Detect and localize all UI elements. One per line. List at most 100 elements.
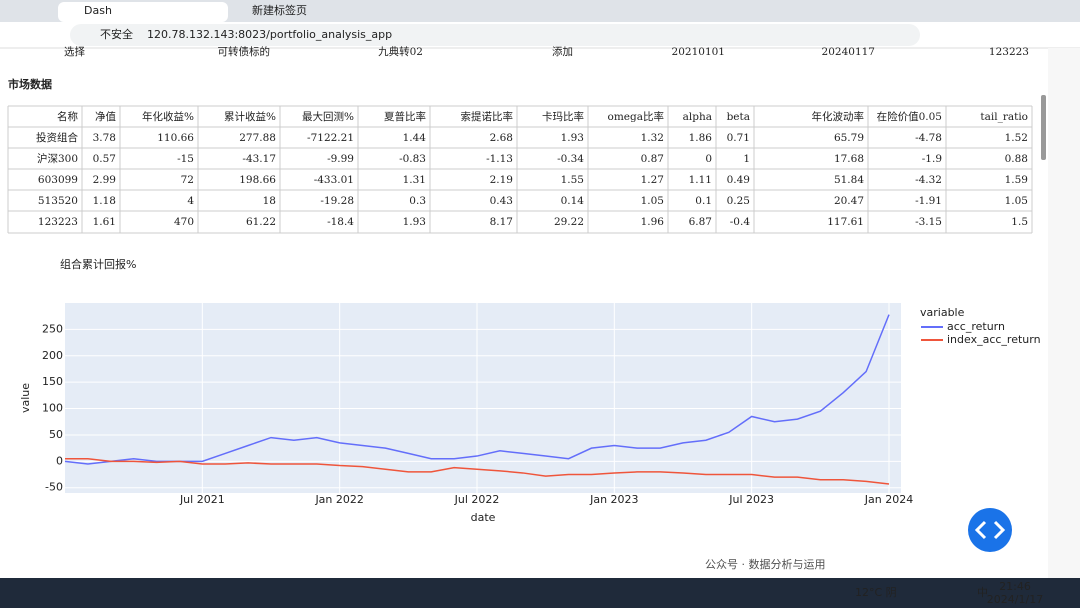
cell: 0.43 (490, 195, 513, 207)
x-tick-label: Jan 2023 (589, 493, 638, 506)
cell: 0.71 (727, 132, 750, 144)
header-cell: 卡玛比率 (542, 110, 584, 123)
cell: -1.9 (922, 153, 942, 165)
cell: -3.15 (915, 216, 942, 228)
y-axis-label: value (19, 383, 32, 413)
cell: -19.28 (320, 195, 354, 207)
x-tick-label: Jul 2023 (728, 493, 774, 506)
cell: -1.13 (486, 153, 513, 165)
cell: 可转债标的 (218, 45, 271, 58)
active-tab[interactable] (58, 2, 228, 22)
section-title: 市场数据 (8, 77, 52, 91)
cell: 117.61 (827, 216, 864, 228)
cell: 277.88 (239, 132, 276, 144)
cell: 6.87 (689, 216, 712, 228)
series-line (65, 457, 890, 485)
cell: 1.93 (403, 216, 426, 228)
cell: 0 (705, 153, 712, 165)
cell: 65.79 (834, 132, 864, 144)
clock-date: 2024/1/17 (987, 593, 1043, 606)
y-tick-label: 150 (42, 375, 63, 388)
header-cell: 年化收益% (142, 110, 194, 123)
cell: 1.05 (641, 195, 664, 207)
tab-title[interactable]: 新建标签页 (252, 3, 307, 17)
scrollbar (1041, 95, 1046, 160)
cell: 2.19 (490, 174, 513, 186)
cell: -43.17 (242, 153, 276, 165)
legend-label[interactable]: index_acc_return (947, 333, 1041, 346)
cell: 20.47 (834, 195, 864, 207)
x-tick-label: Jan 2022 (314, 493, 363, 506)
cell: 4 (187, 195, 194, 207)
header-cell: 年化波动率 (812, 110, 865, 123)
header-cell: alpha (683, 111, 712, 123)
header-cell: 在险价值0.05 (877, 110, 942, 123)
cell: 0.14 (561, 195, 585, 207)
cell: 0.57 (93, 153, 116, 165)
cell: -4.78 (915, 132, 942, 144)
sidebar (1048, 48, 1080, 578)
cell: 3.78 (93, 132, 116, 144)
header-cell: 索提诺比率 (461, 110, 514, 123)
cell: 0.1 (695, 195, 712, 207)
cell: 110.66 (157, 132, 194, 144)
cell: 8.17 (490, 216, 513, 228)
cell: 1 (743, 153, 750, 165)
cell: 1.31 (403, 174, 426, 186)
tab-title[interactable]: Dash (84, 4, 112, 17)
cell: 1.96 (641, 216, 665, 228)
cell: 1.27 (641, 174, 664, 186)
cell: 0.87 (641, 153, 664, 165)
nav-button[interactable] (968, 508, 1012, 552)
header-cell: tail_ratio (980, 111, 1028, 123)
cell: 470 (174, 216, 194, 228)
legend-label[interactable]: acc_return (947, 320, 1005, 333)
cell: -15 (177, 153, 194, 165)
cell: 123223 (38, 216, 78, 228)
x-tick-label: Jan 2024 (864, 493, 913, 506)
cell: 沪深300 (37, 152, 78, 165)
cell: 123223 (989, 46, 1029, 58)
cell: 1.44 (403, 132, 427, 144)
plot-area (65, 303, 901, 493)
cell: 0.88 (1005, 153, 1028, 165)
cell: 选择 (64, 45, 85, 58)
header-cell: 净值 (95, 110, 116, 123)
cell: 1.59 (1005, 174, 1028, 186)
nav-icon (974, 520, 1006, 540)
url-box[interactable] (70, 24, 920, 46)
cell: 198.66 (239, 174, 276, 186)
chart-title: 组合累计回报% (60, 257, 136, 271)
cell: 61.22 (246, 216, 276, 228)
cell: 20210101 (672, 46, 725, 58)
y-tick-label: 0 (56, 454, 63, 467)
cell: 1.5 (1011, 216, 1028, 228)
cell: 1.32 (641, 132, 664, 144)
watermark: 公众号 · 数据分析与运用 (705, 557, 826, 571)
header-cell: 最大回测% (302, 110, 354, 123)
header-cell: beta (727, 111, 750, 123)
cell: -4.32 (915, 174, 942, 186)
cell: 2.99 (93, 174, 116, 186)
cell: 20240117 (822, 46, 875, 58)
cell: -433.01 (314, 174, 354, 186)
cell: 29.22 (554, 216, 584, 228)
ime: 中 (977, 586, 988, 599)
cell: -0.83 (399, 153, 426, 165)
tab-bar (0, 0, 1080, 22)
y-tick-label: -50 (45, 481, 63, 494)
url[interactable]: 120.78.132.143:8023/portfolio_analysis_a… (147, 28, 392, 41)
x-axis-label: date (471, 511, 496, 524)
clock-time: 21:46 (999, 580, 1031, 593)
y-tick-label: 50 (49, 428, 63, 441)
cell: -9.99 (327, 153, 354, 165)
cell: 添加 (552, 45, 573, 58)
cell: 1.11 (689, 174, 712, 186)
cell: -7122.21 (307, 132, 354, 144)
cell: 18 (263, 195, 276, 207)
cell: 九典转02 (378, 45, 423, 58)
cell: 513520 (38, 195, 78, 207)
weather: 12°C 阴 (855, 586, 897, 599)
cell: 0.25 (727, 195, 750, 207)
